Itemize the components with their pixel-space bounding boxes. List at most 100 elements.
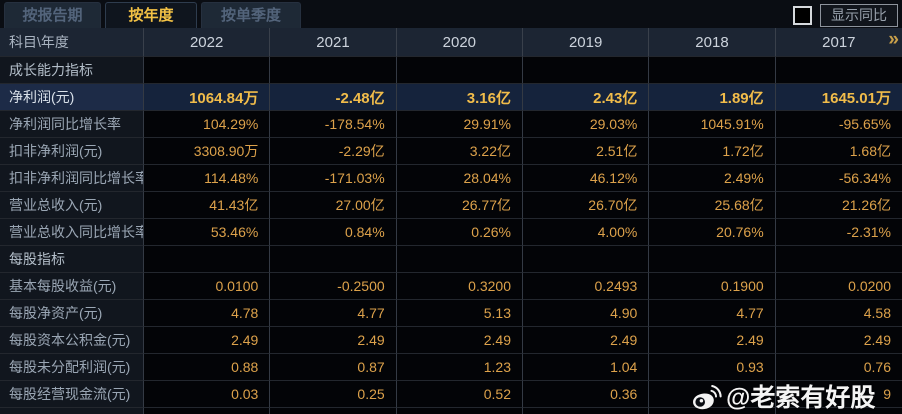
- row-value-cell: 4.90: [523, 300, 650, 327]
- row-value-cell: 0.76: [775, 354, 902, 381]
- row-value-cell: 1.23: [396, 354, 523, 381]
- row-value-cell: [396, 246, 523, 273]
- row-value-cell: [523, 246, 650, 273]
- row-value-cell: [270, 246, 397, 273]
- year-column-header: 2022: [144, 28, 271, 57]
- row-label: 扣非净利润(元): [0, 138, 144, 165]
- row-label: 每股资本公积金(元): [0, 327, 144, 354]
- row-value-cell: [649, 246, 776, 273]
- row-value-cell: 2.49: [396, 327, 523, 354]
- row-value-cell: 0.3200: [396, 273, 523, 300]
- row-value-cell: 26.70亿: [523, 192, 650, 219]
- year-column-header: 2017 »: [775, 28, 902, 57]
- row-value-cell: 2.43亿: [523, 84, 650, 111]
- year-column-header: 2021: [270, 28, 397, 57]
- yoy-controls: 显示同比: [793, 3, 898, 27]
- year-label: 2019: [568, 33, 603, 51]
- row-value-cell: -95.65%: [775, 111, 902, 138]
- row-value-cell: 114.48%: [144, 165, 271, 192]
- row-value-cell-cutoff: [396, 408, 523, 414]
- row-value-cell: 0.0100: [144, 273, 271, 300]
- row-label: 净利润(元): [0, 84, 144, 111]
- year-column-header: 2018: [649, 28, 776, 57]
- year-label: 2018: [695, 33, 729, 51]
- tab-by-report-period[interactable]: 按报告期: [4, 2, 101, 28]
- row-label: 营业总收入同比增长率: [0, 219, 144, 246]
- row-value-cell: 5.13: [396, 300, 523, 327]
- row-value-cell: 29.03%: [523, 111, 650, 138]
- row-value-cell: -2.29亿: [270, 138, 397, 165]
- row-value-cell: -171.03%: [270, 165, 397, 192]
- row-value-cell: 1.89亿: [649, 84, 776, 111]
- row-value-cell: 0.03: [144, 381, 271, 408]
- more-years-icon[interactable]: »: [888, 29, 898, 50]
- row-label: 每股指标: [0, 246, 144, 273]
- financial-indicators-table: 科目\年度 2022 2021 2020 2019 2018 2017 » 成长能力指标 净利润(…: [0, 28, 902, 414]
- year-label: 2022: [189, 33, 224, 51]
- row-value-cell-cutoff: [649, 408, 776, 414]
- row-value-cell-cutoff: [144, 408, 271, 414]
- row-value-cell: 4.77: [270, 300, 397, 327]
- row-value-cell-cutoff: [523, 408, 650, 414]
- row-value-cell: -2.48亿: [270, 84, 397, 111]
- row-value-cell: [270, 57, 397, 84]
- row-value-cell: [775, 57, 902, 84]
- row-value-cell: [396, 57, 523, 84]
- row-value-cell: 3.22亿: [396, 138, 523, 165]
- table-corner-label: 科目\年度: [0, 28, 144, 57]
- row-value-cell: 9: [775, 381, 902, 408]
- year-label: 2021: [316, 33, 350, 51]
- row-label-cutoff: [0, 408, 144, 414]
- row-value-cell: 28.04%: [396, 165, 523, 192]
- row-value-cell: 0.88: [144, 354, 271, 381]
- row-value-cell-cutoff: [270, 408, 397, 414]
- row-value-cell: 21.26亿: [775, 192, 902, 219]
- row-value-cell: 41.43亿: [144, 192, 271, 219]
- row-value-cell: 0.52: [396, 381, 523, 408]
- row-value-cell: -178.54%: [270, 111, 397, 138]
- row-label: 每股经营现金流(元): [0, 381, 144, 408]
- row-value-cell: [649, 381, 776, 408]
- row-label: 成长能力指标: [0, 57, 144, 84]
- row-value-cell: 2.49: [775, 327, 902, 354]
- row-value-cell: 2.49: [523, 327, 650, 354]
- row-value-cell: 53.46%: [144, 219, 271, 246]
- row-value-cell: 1.72亿: [649, 138, 776, 165]
- row-value-cell: [144, 57, 271, 84]
- row-label: 每股未分配利润(元): [0, 354, 144, 381]
- row-value-cell: 0.36: [523, 381, 650, 408]
- row-value-cell: 4.78: [144, 300, 271, 327]
- row-value-cell: 1.04: [523, 354, 650, 381]
- row-value-cell: 29.91%: [396, 111, 523, 138]
- row-value-cell: 1045.91%: [649, 111, 776, 138]
- row-value-cell: -0.2500: [270, 273, 397, 300]
- row-value-cell: 0.84%: [270, 219, 397, 246]
- year-label: 2017: [822, 33, 856, 51]
- period-tabbar: 按报告期 按年度 按单季度 显示同比: [0, 0, 902, 28]
- row-value-cell: 2.49: [270, 327, 397, 354]
- tab-by-single-quarter[interactable]: 按单季度: [201, 2, 301, 28]
- row-value-cell: -2.31%: [775, 219, 902, 246]
- row-value-cell-cutoff: [775, 408, 902, 414]
- row-value-cell: 1.68亿: [775, 138, 902, 165]
- row-value-cell: 3308.90万: [144, 138, 271, 165]
- row-value-cell: 46.12%: [523, 165, 650, 192]
- tab-by-year[interactable]: 按年度: [105, 2, 197, 28]
- row-value-cell: 2.49: [144, 327, 271, 354]
- row-value-cell: 1645.01万: [775, 84, 902, 111]
- row-value-cell: [775, 246, 902, 273]
- row-value-cell: 2.49: [649, 327, 776, 354]
- row-label: 扣非净利润同比增长率: [0, 165, 144, 192]
- row-value-cell: 0.26%: [396, 219, 523, 246]
- row-value-cell: [523, 57, 650, 84]
- row-value-cell: 0.0200: [775, 273, 902, 300]
- show-yoy-label[interactable]: 显示同比: [820, 3, 898, 27]
- row-value-cell: 1064.84万: [144, 84, 271, 111]
- show-yoy-checkbox[interactable]: [793, 5, 812, 25]
- row-value-cell: 4.00%: [523, 219, 650, 246]
- row-label: 营业总收入(元): [0, 192, 144, 219]
- row-label: 每股净资产(元): [0, 300, 144, 327]
- row-value-cell: 2.49%: [649, 165, 776, 192]
- row-value-cell: 4.58: [775, 300, 902, 327]
